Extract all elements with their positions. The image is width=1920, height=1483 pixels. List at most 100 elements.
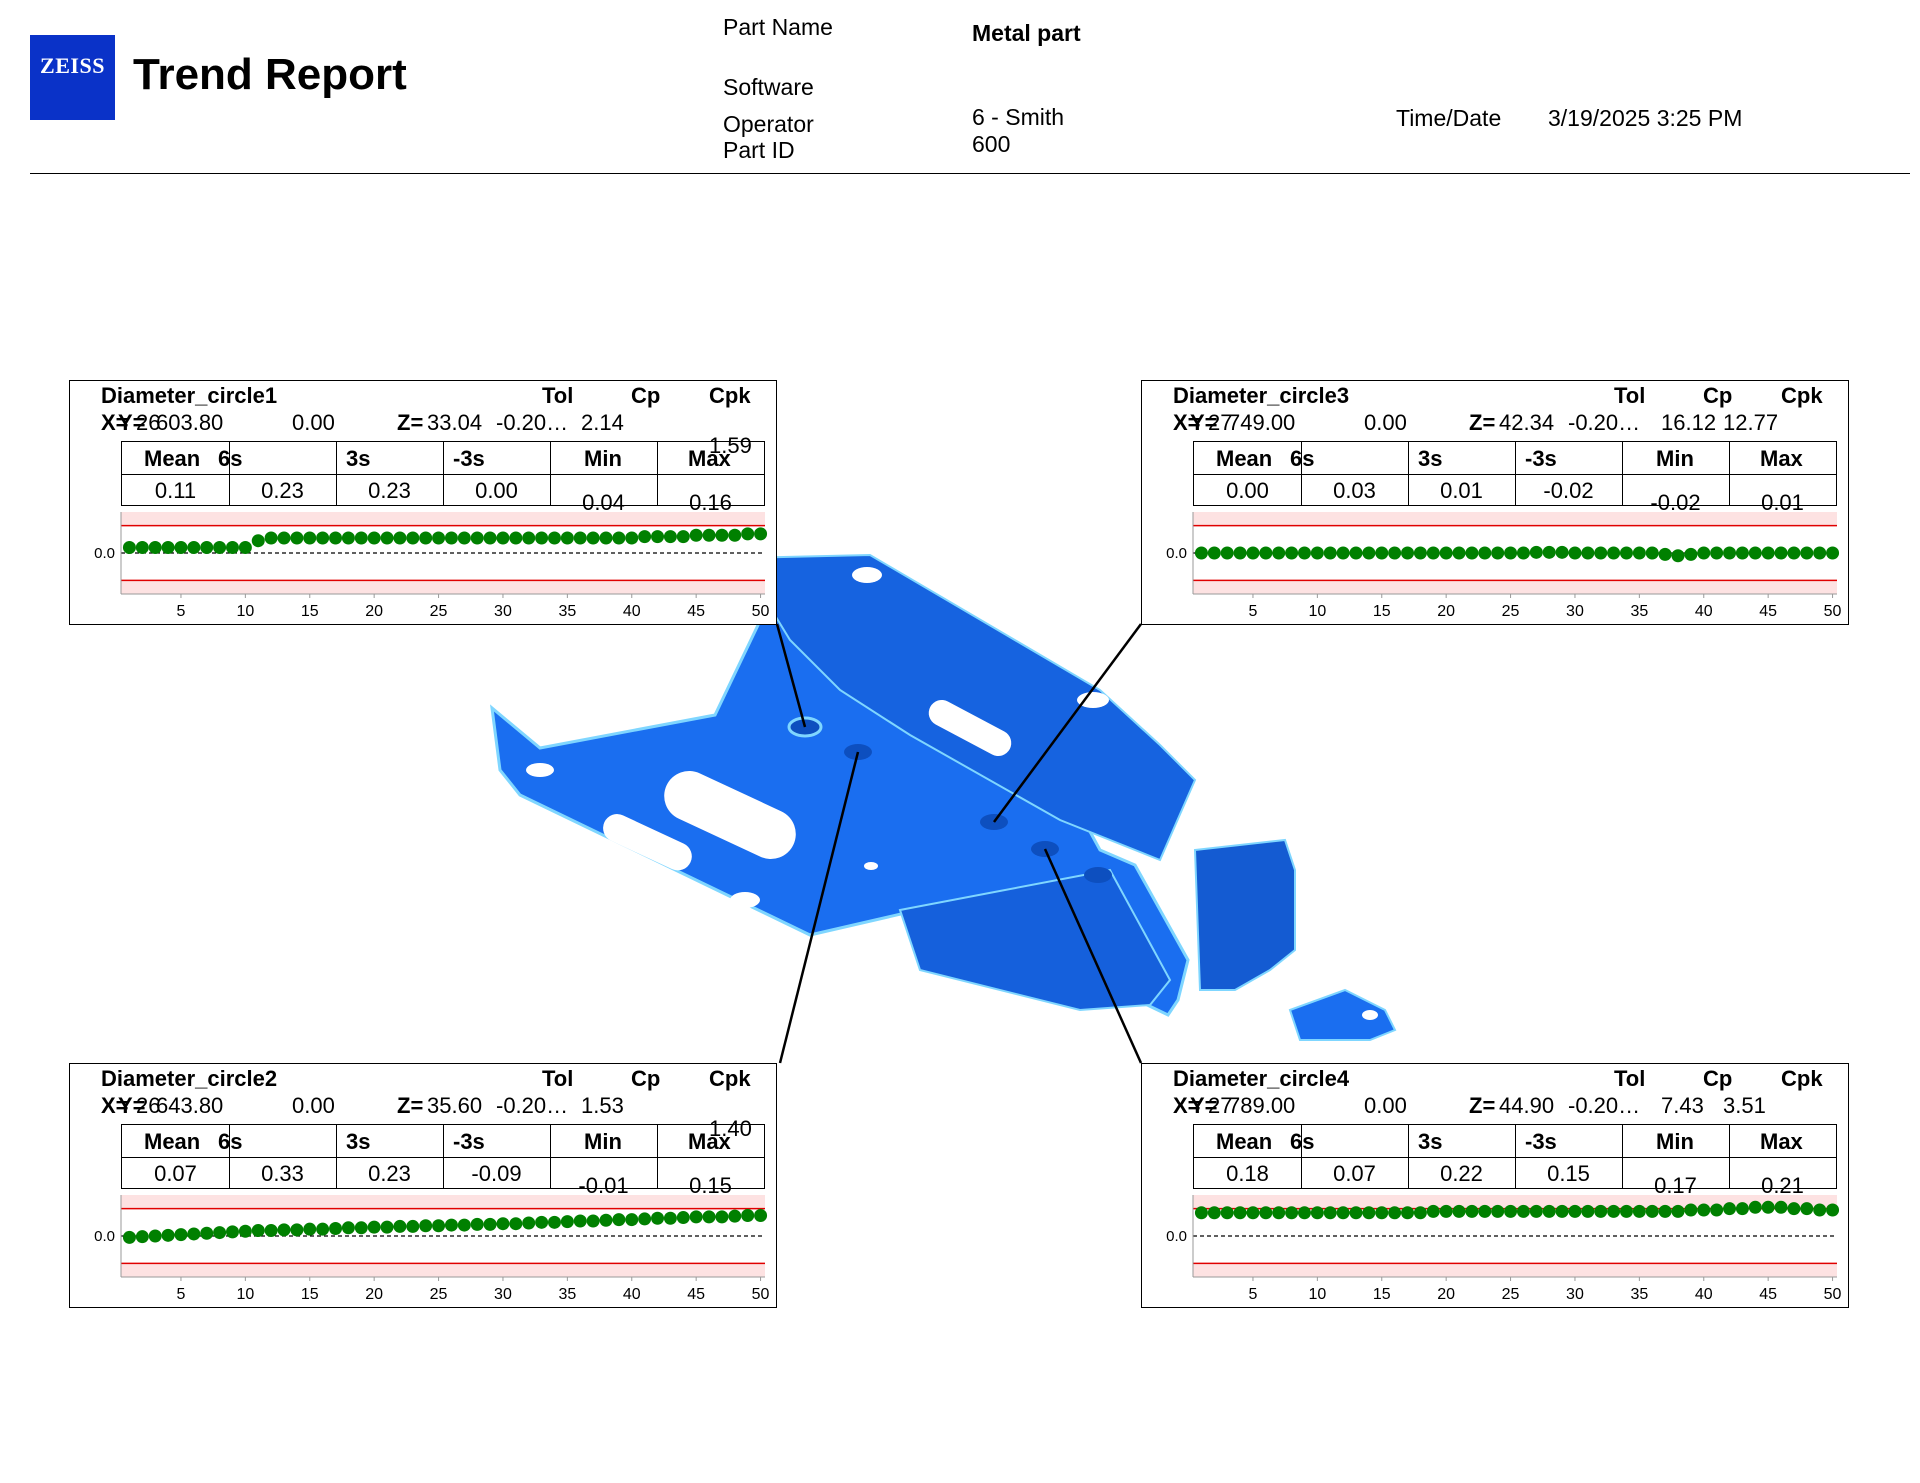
data-point (1465, 1204, 1479, 1218)
data-point (599, 1213, 613, 1227)
data-point (1800, 546, 1814, 560)
nominal-value: 0.00 (292, 1093, 335, 1118)
data-point (663, 1211, 677, 1225)
grid-value: 0.17 (1654, 1173, 1697, 1198)
data-point (1465, 546, 1479, 560)
data-point (1220, 546, 1234, 560)
logo-text: ZEISS (40, 53, 105, 78)
cpk-value: 1.40 (709, 1116, 752, 1141)
grid-header-m3s: -3s (453, 446, 485, 471)
x-label: X= (101, 1093, 129, 1118)
data-point (1607, 546, 1621, 560)
data-point (728, 1209, 742, 1223)
data-point (238, 1224, 252, 1238)
data-point (1310, 546, 1324, 560)
data-point (535, 531, 549, 545)
tol-label: Tol (542, 383, 574, 408)
cpk-value: 3.51 (1723, 1093, 1766, 1118)
data-point (367, 1220, 381, 1234)
grid-divider (1194, 474, 1836, 475)
z-value: 44.90 (1499, 1093, 1555, 1118)
data-point (702, 528, 716, 542)
data-point (457, 531, 471, 545)
x-tick-label: 10 (1308, 1286, 1326, 1303)
grid-value: 0.22 (1440, 1161, 1483, 1186)
x-tick-label: 15 (1373, 603, 1391, 620)
tol-label: Tol (1614, 383, 1646, 408)
grid-value: 0.11 (154, 478, 197, 503)
x-tick-label: 25 (430, 1286, 448, 1303)
operator-label: Operator (723, 111, 814, 137)
y-tick-zero: 0.0 (94, 1228, 115, 1245)
data-point (1594, 1204, 1608, 1218)
x-tick-label: 45 (687, 1286, 705, 1303)
grid-header-3s: 3s (1418, 1129, 1443, 1154)
time-date-value: 3/19/2025 3:25 PM (1548, 105, 1743, 131)
y-value: 603.80 (156, 410, 224, 435)
x-tick-label: 35 (1630, 603, 1648, 620)
data-point (1246, 1206, 1260, 1220)
data-point (419, 1219, 433, 1233)
data-point (1426, 546, 1440, 560)
x-tick-label: 25 (1502, 603, 1520, 620)
tol-value: -0.20… (496, 410, 569, 435)
data-point (1504, 1204, 1518, 1218)
data-point (1684, 547, 1698, 561)
trend-chart: 0.0 5 10 15 20 25 30 35 40 45 50 (1166, 512, 1842, 620)
data-point (1671, 549, 1685, 563)
data-point (1723, 546, 1737, 560)
data-point (1375, 546, 1389, 560)
grid-divider (229, 442, 230, 505)
data-point (1297, 1206, 1311, 1220)
data-point (303, 531, 317, 545)
data-point (1761, 1200, 1775, 1214)
data-point (509, 531, 523, 545)
data-point (1439, 546, 1453, 560)
data-point (393, 531, 407, 545)
y-label: Y= (118, 1093, 146, 1118)
data-point (625, 531, 639, 545)
grid-header-min: Min (1656, 446, 1694, 471)
data-point (741, 527, 755, 541)
grid-divider (1515, 442, 1516, 505)
data-point (547, 531, 561, 545)
lower-band (121, 1263, 765, 1277)
data-point (1285, 1206, 1299, 1220)
x-value: 26 (136, 410, 161, 435)
x-tick-label: 20 (365, 603, 383, 620)
data-point (1478, 1204, 1492, 1218)
data-point (1787, 1202, 1801, 1216)
x-tick-label: 45 (1759, 1286, 1777, 1303)
x-value: 26 (136, 1093, 161, 1118)
data-point (1413, 1206, 1427, 1220)
panel-title: Diameter_circle2 (101, 1066, 278, 1091)
grid-value: 0.07 (1333, 1161, 1376, 1186)
cpk-value: 12.77 (1723, 410, 1779, 435)
data-point (251, 1224, 265, 1238)
grid-header-max: Max (688, 1129, 731, 1154)
data-point (432, 1219, 446, 1233)
data-point (380, 531, 394, 545)
panel-diameter-circle3: Diameter_circle3 Tol Cp Cpk X= 27 Y= 749.00 0.00… (1141, 380, 1849, 625)
cp-label: Cp (1703, 383, 1733, 408)
data-point (560, 531, 574, 545)
cp-label: Cp (631, 1066, 661, 1091)
data-point (651, 530, 665, 544)
x-tick-label: 5 (1249, 1286, 1258, 1303)
grid-value: 0.07 (154, 1161, 197, 1186)
x-tick-label: 35 (1630, 1286, 1648, 1303)
grid-value: 0.01 (1761, 490, 1804, 515)
data-point (1813, 1203, 1827, 1217)
data-point (457, 1218, 471, 1232)
data-point (1645, 1204, 1659, 1218)
data-point (1388, 1206, 1402, 1220)
data-point (1723, 1202, 1737, 1216)
data-point (1710, 546, 1724, 560)
data-point (676, 530, 690, 544)
data-point (419, 531, 433, 545)
z-label: Z= (1469, 1093, 1496, 1118)
data-point (277, 1223, 291, 1237)
data-point (1336, 546, 1350, 560)
data-point (1826, 1203, 1840, 1217)
cpk-label: Cpk (1781, 1066, 1823, 1091)
